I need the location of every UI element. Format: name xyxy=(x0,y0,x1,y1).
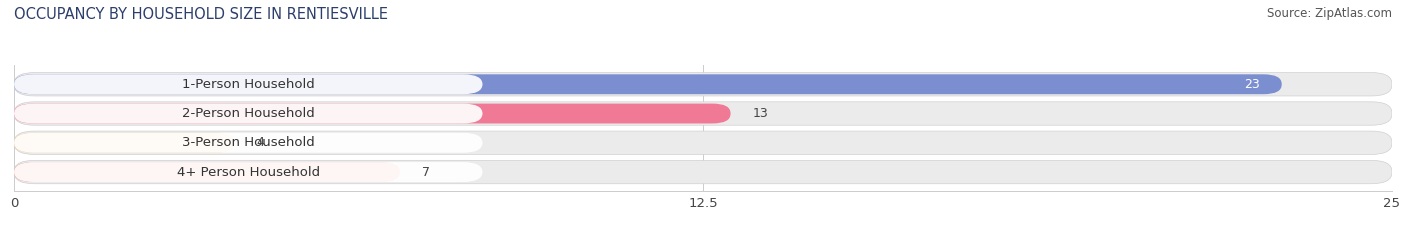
Text: Source: ZipAtlas.com: Source: ZipAtlas.com xyxy=(1267,7,1392,20)
FancyBboxPatch shape xyxy=(14,74,482,94)
FancyBboxPatch shape xyxy=(14,74,1282,94)
Text: 13: 13 xyxy=(752,107,768,120)
Text: 3-Person Household: 3-Person Household xyxy=(181,136,315,149)
Text: 2-Person Household: 2-Person Household xyxy=(181,107,315,120)
FancyBboxPatch shape xyxy=(14,131,1392,154)
Text: 1-Person Household: 1-Person Household xyxy=(181,78,315,91)
Text: 4: 4 xyxy=(256,136,264,149)
FancyBboxPatch shape xyxy=(14,102,1392,125)
FancyBboxPatch shape xyxy=(14,133,235,153)
FancyBboxPatch shape xyxy=(14,104,482,123)
Text: 4+ Person Household: 4+ Person Household xyxy=(177,165,319,178)
FancyBboxPatch shape xyxy=(14,104,731,123)
FancyBboxPatch shape xyxy=(14,72,1392,96)
Text: 23: 23 xyxy=(1244,78,1260,91)
FancyBboxPatch shape xyxy=(14,162,482,182)
Text: OCCUPANCY BY HOUSEHOLD SIZE IN RENTIESVILLE: OCCUPANCY BY HOUSEHOLD SIZE IN RENTIESVI… xyxy=(14,7,388,22)
FancyBboxPatch shape xyxy=(14,162,399,182)
Text: 7: 7 xyxy=(422,165,430,178)
FancyBboxPatch shape xyxy=(14,133,482,153)
FancyBboxPatch shape xyxy=(14,160,1392,184)
